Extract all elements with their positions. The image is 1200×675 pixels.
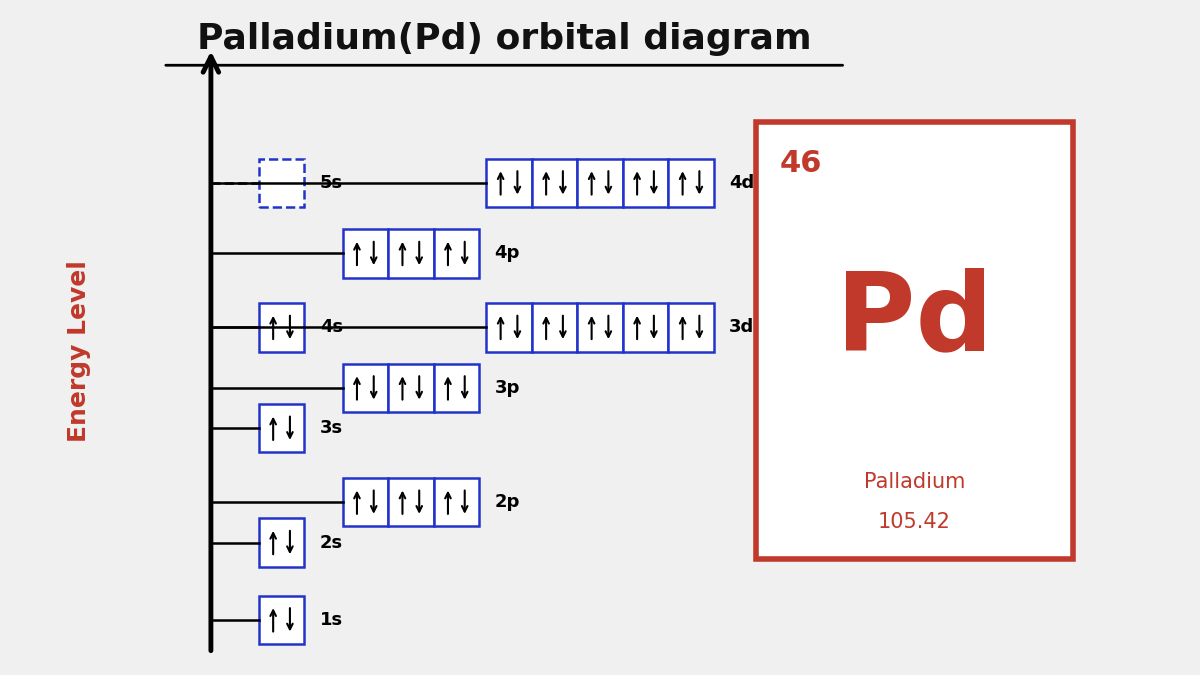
- Text: 46: 46: [780, 149, 822, 178]
- Bar: [388, 364, 433, 412]
- Text: Pd: Pd: [835, 268, 992, 374]
- Text: 4s: 4s: [320, 319, 343, 336]
- Bar: [668, 159, 714, 207]
- Text: Energy Level: Energy Level: [67, 260, 91, 442]
- Bar: [623, 159, 668, 207]
- Bar: [433, 478, 479, 526]
- Text: 4d: 4d: [730, 174, 755, 192]
- Text: 3d: 3d: [730, 319, 755, 336]
- Bar: [342, 478, 388, 526]
- Text: Palladium(Pd) orbital diagram: Palladium(Pd) orbital diagram: [197, 22, 811, 55]
- Bar: [388, 230, 433, 277]
- Bar: [668, 303, 714, 352]
- Bar: [433, 230, 479, 277]
- Bar: [259, 159, 305, 207]
- Text: 105.42: 105.42: [878, 512, 950, 533]
- Bar: [756, 122, 1073, 560]
- Bar: [388, 478, 433, 526]
- Text: 3p: 3p: [494, 379, 520, 397]
- Bar: [342, 230, 388, 277]
- Text: 2s: 2s: [320, 533, 343, 551]
- Bar: [577, 159, 623, 207]
- Bar: [433, 364, 479, 412]
- Bar: [259, 404, 305, 452]
- Bar: [259, 303, 305, 352]
- Bar: [259, 518, 305, 567]
- Text: 1s: 1s: [320, 611, 343, 629]
- Bar: [342, 364, 388, 412]
- Bar: [259, 595, 305, 644]
- Text: 4p: 4p: [494, 244, 520, 263]
- Bar: [486, 159, 532, 207]
- Text: 2p: 2p: [494, 493, 520, 511]
- Bar: [577, 303, 623, 352]
- Bar: [532, 303, 577, 352]
- Bar: [623, 303, 668, 352]
- Bar: [532, 159, 577, 207]
- Text: 5s: 5s: [320, 174, 343, 192]
- Text: Palladium: Palladium: [864, 472, 965, 492]
- Bar: [486, 303, 532, 352]
- Text: 3s: 3s: [320, 419, 343, 437]
